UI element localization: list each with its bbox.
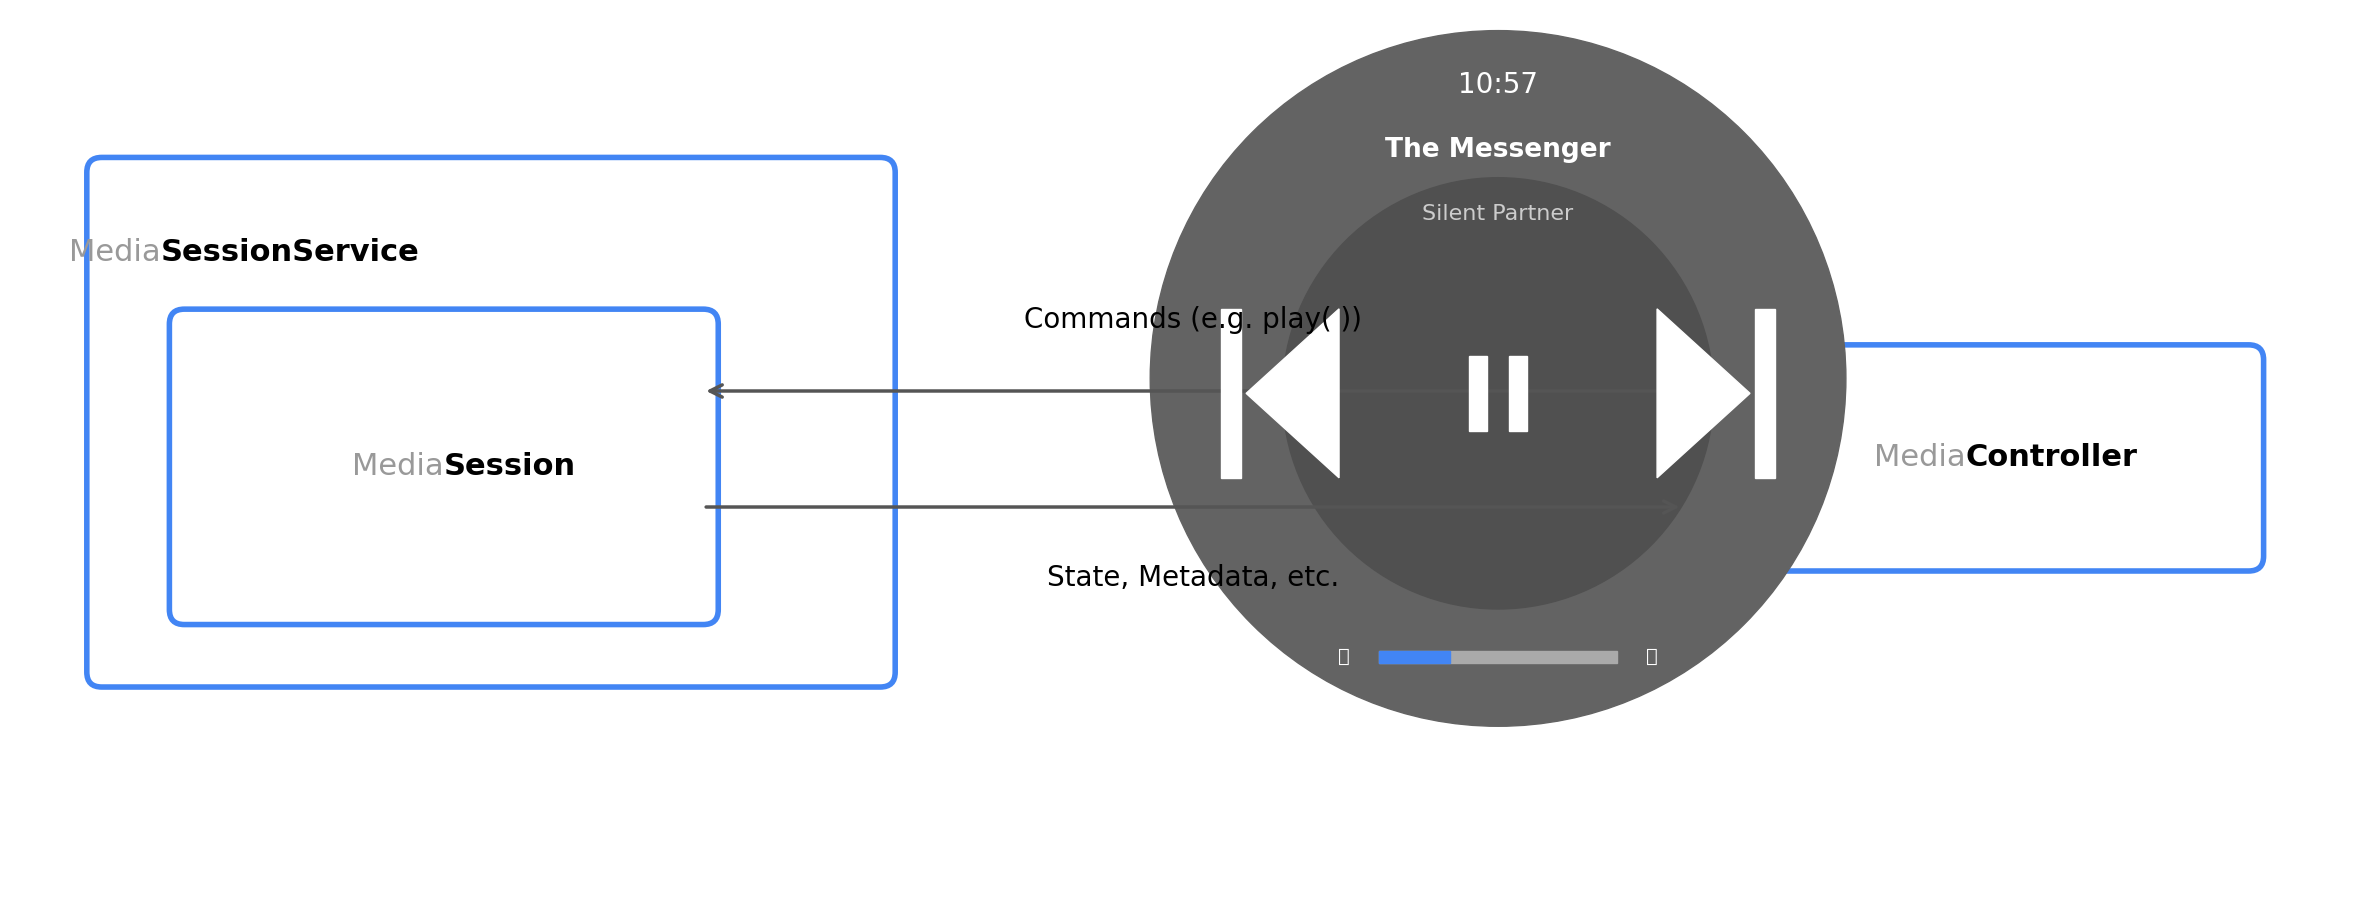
Text: Media: Media [351,453,444,481]
Text: Silent Partner: Silent Partner [1422,205,1574,224]
Bar [1379,651,1617,663]
Text: Media: Media [69,238,161,268]
Bar [1379,651,1451,663]
Bar [1754,309,1776,478]
Bar [1470,357,1486,431]
Text: Session: Session [444,453,577,481]
Bar [1220,309,1242,478]
FancyBboxPatch shape [88,157,895,687]
Circle shape [1282,178,1714,609]
Bar [1510,357,1526,431]
Text: SessionService: SessionService [161,238,420,268]
Text: The Messenger: The Messenger [1386,136,1612,163]
Text: 🔊: 🔊 [1645,647,1657,666]
FancyBboxPatch shape [1667,345,2262,571]
Text: Commands (e.g. play( )): Commands (e.g. play( )) [1023,305,1363,333]
Text: 10:57: 10:57 [1458,71,1538,100]
Text: Media: Media [1873,444,1966,472]
Text: Controller: Controller [1966,444,2137,472]
Text: 🔈: 🔈 [1339,647,1351,666]
Polygon shape [1246,309,1339,478]
Polygon shape [1657,309,1750,478]
FancyBboxPatch shape [169,309,719,624]
Circle shape [1151,31,1847,726]
Text: State, Metadata, etc.: State, Metadata, etc. [1047,565,1339,593]
